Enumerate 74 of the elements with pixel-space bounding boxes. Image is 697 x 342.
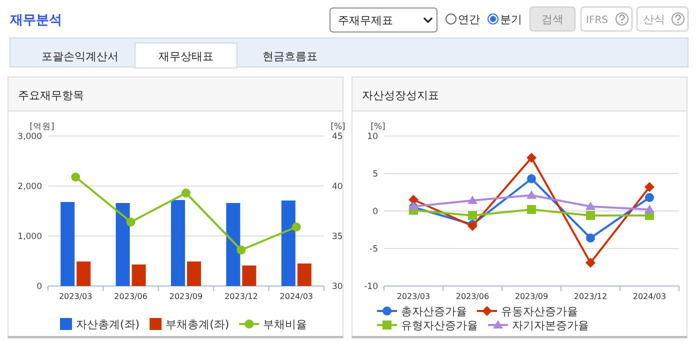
text: 포괄손익계산서 (42, 50, 118, 63)
bar (281, 200, 296, 286)
y-tick-label: 2,000 (18, 182, 42, 192)
chart-title: 자산성장성지표 (362, 89, 439, 102)
bar (171, 200, 185, 286)
legend-label: 자산총계(좌) (76, 318, 140, 331)
y-tick-label: 3,000 (18, 132, 42, 142)
point (292, 222, 301, 232)
text: 검색 (542, 13, 564, 26)
x-tick-label: 2023/06 (114, 292, 148, 301)
bar (76, 262, 91, 286)
y-tick-label: -10 (364, 282, 378, 292)
bar (226, 203, 240, 286)
point (645, 193, 654, 202)
bar (116, 203, 130, 286)
point (236, 246, 246, 254)
y2-tick-label: 35 (332, 232, 343, 242)
x-tick-label: 2023/09 (514, 292, 548, 301)
point (527, 174, 536, 184)
y-axis-title: [억원] (30, 122, 54, 132)
y-tick-label: 0 (372, 207, 378, 217)
x-tick-label: 2024/03 (280, 292, 314, 301)
y-tick-label: 10 (367, 132, 378, 142)
x-tick-label: 2023/12 (574, 292, 608, 301)
point (586, 234, 595, 242)
legend-label: 자기자본증가율 (512, 319, 589, 332)
text: 재무상태표 (158, 50, 214, 63)
legend-label: 유동자산증가율 (501, 305, 578, 318)
bar (132, 264, 146, 286)
x-tick-label: 2023/03 (58, 292, 92, 301)
bar (297, 264, 312, 286)
point (526, 190, 536, 199)
point (527, 205, 536, 214)
y-tick-label: -5 (370, 244, 378, 254)
text: IFRS (586, 15, 608, 26)
y2-tick-label: 30 (332, 282, 343, 292)
y2-tick-label: 45 (332, 132, 343, 142)
point (408, 194, 418, 205)
y-tick-label: 5 (372, 170, 378, 180)
chart-title: 주요재무항목 (18, 89, 84, 102)
legend-label: 총자산증가율 (401, 305, 467, 318)
point (71, 172, 80, 182)
text: 주재무제표 (338, 14, 393, 27)
legend-label: 부채총계(좌) (166, 318, 230, 331)
text: 현금흐름표 (262, 50, 318, 63)
point (586, 211, 595, 220)
text: 산식 (643, 13, 665, 26)
x-tick-label: 2023/06 (456, 292, 490, 301)
y2-axis-title: [%] (330, 122, 346, 132)
legend-label: 부채비율 (263, 318, 308, 331)
bar (60, 202, 75, 286)
y-tick-label: 1,000 (18, 232, 42, 242)
point (182, 188, 190, 198)
point (586, 202, 596, 210)
text: 연간 (458, 13, 480, 26)
legend-label: 유형자산증가율 (401, 319, 478, 332)
point (644, 204, 654, 213)
y-axis-title: [%] (370, 122, 386, 132)
bar (187, 262, 201, 286)
point (468, 211, 477, 220)
y2-tick-label: 40 (332, 182, 343, 192)
text: 재무분석 (9, 13, 62, 28)
text: 분기 (500, 13, 522, 26)
point (526, 152, 536, 163)
x-tick-label: 2023/03 (396, 292, 430, 301)
point (644, 182, 654, 192)
x-tick-label: 2023/12 (224, 292, 258, 301)
point (468, 196, 478, 204)
point (586, 258, 596, 268)
x-tick-label: 2023/09 (169, 292, 203, 301)
x-tick-label: 2024/03 (632, 292, 666, 301)
bar (242, 266, 256, 286)
point (126, 218, 136, 226)
y-tick-label: 0 (36, 282, 42, 292)
